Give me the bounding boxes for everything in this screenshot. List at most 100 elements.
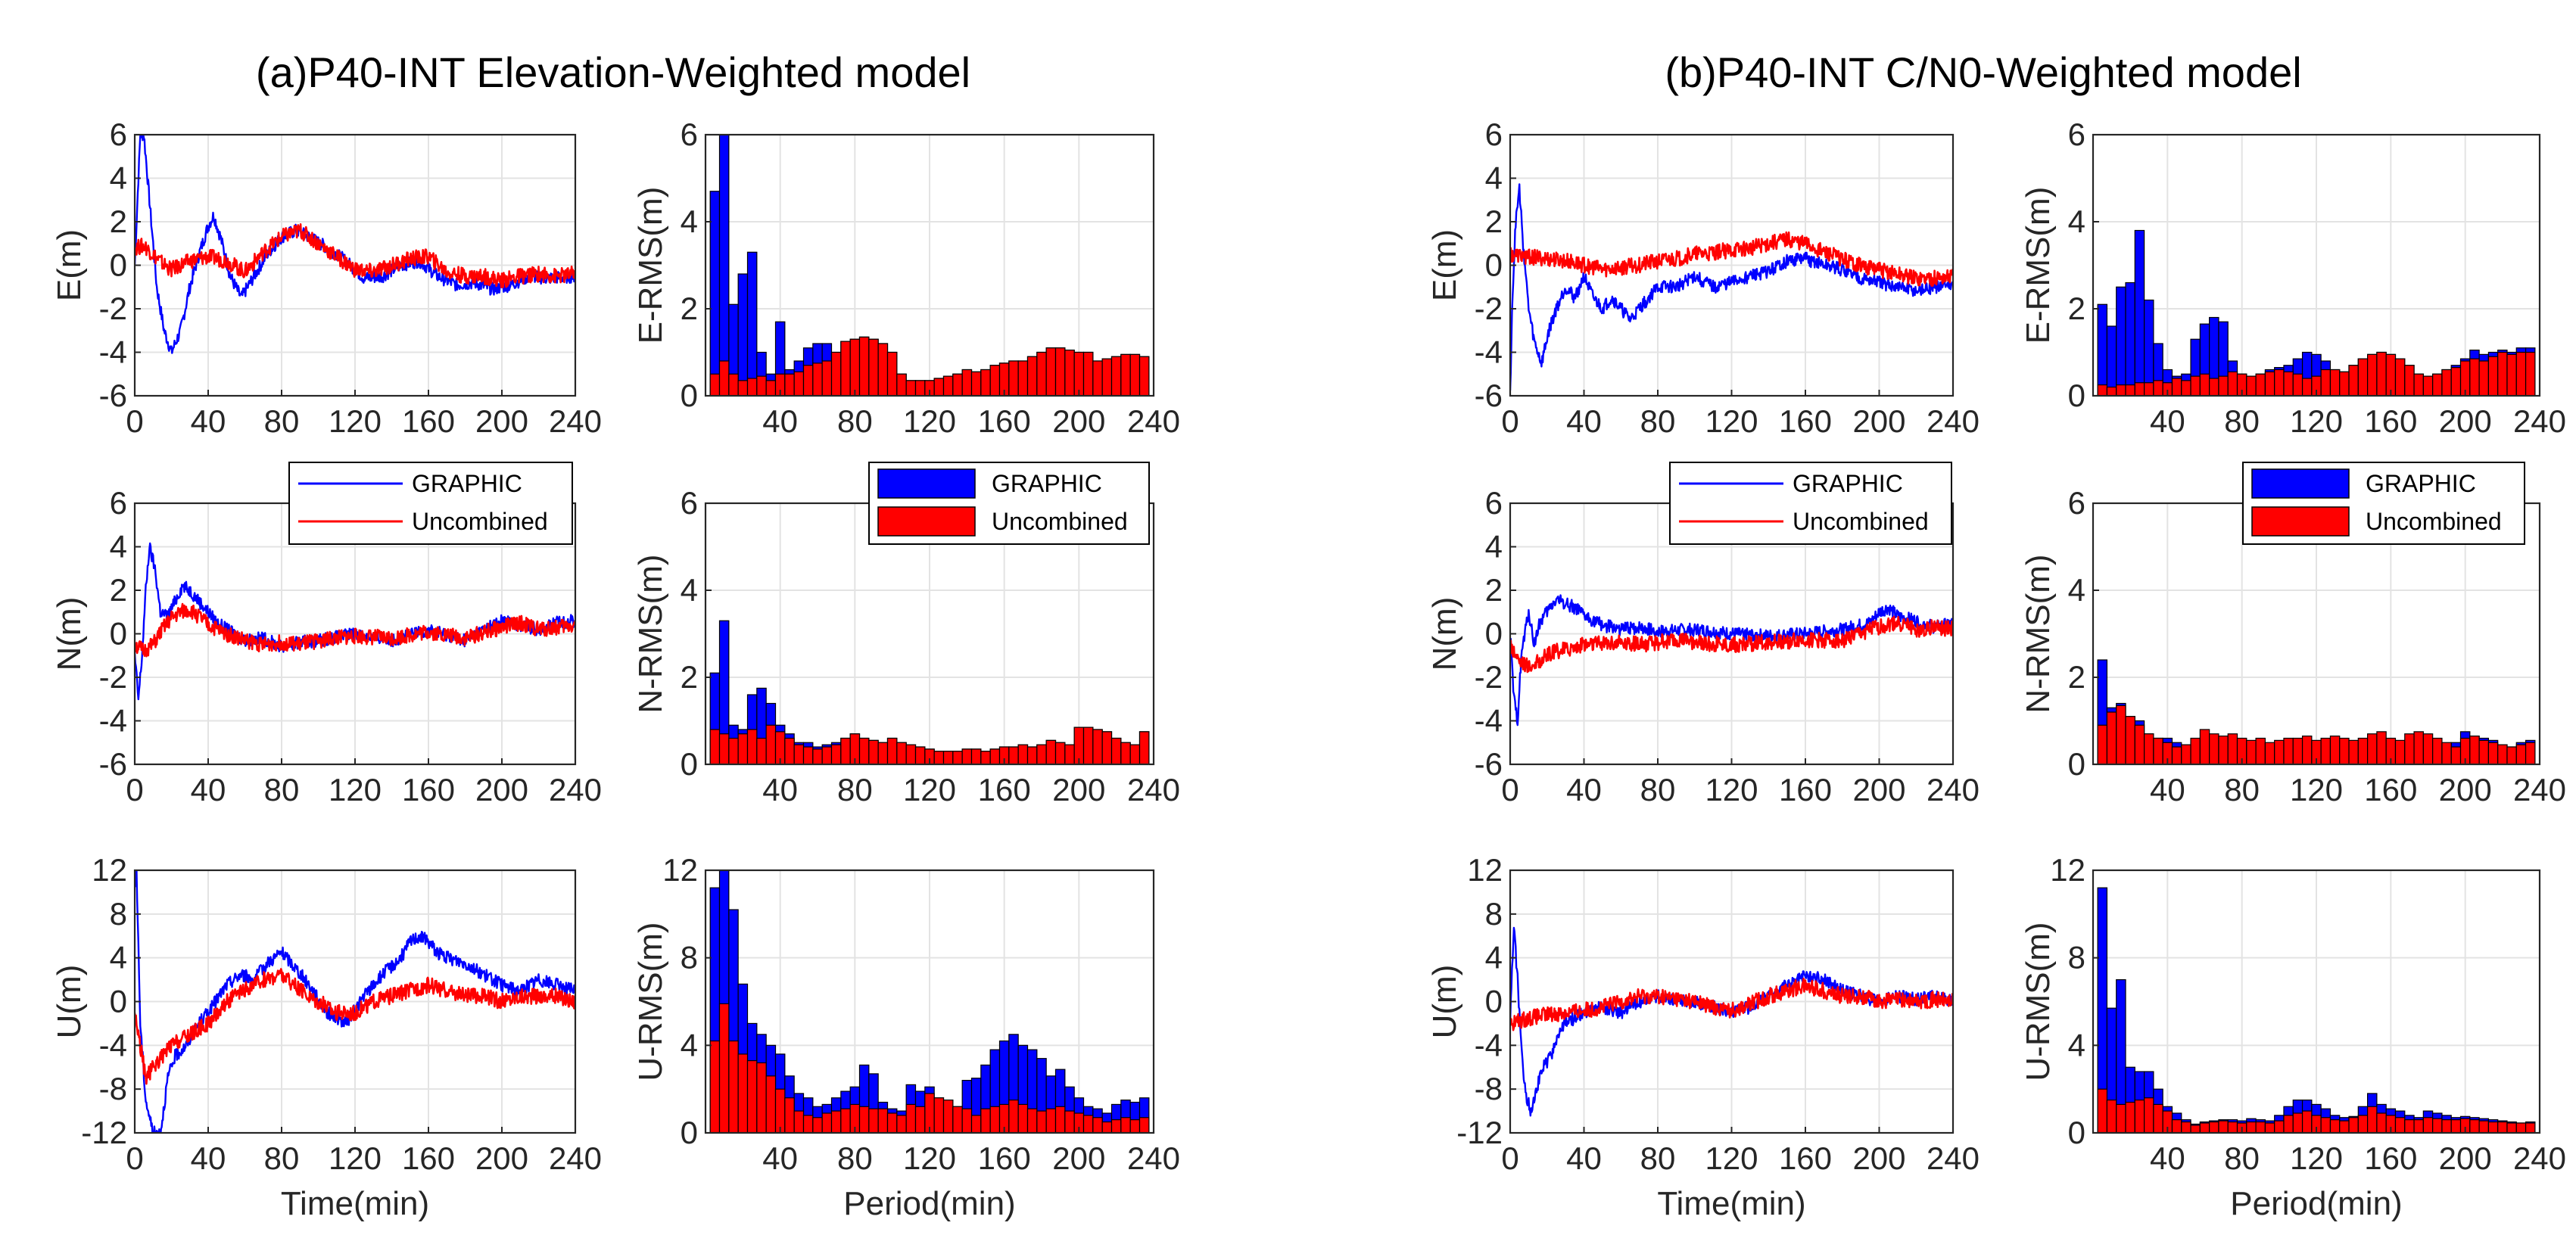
- x-tick-label: 0: [126, 403, 143, 439]
- legend-b-line: GRAPHIC Uncombined: [1669, 462, 1952, 545]
- bar-uncombined: [2404, 733, 2415, 764]
- chart-b-U: 0 40 80 120 160 200 24012840-4-8-12U(m)Time(mi…: [1426, 852, 1980, 1222]
- plot-area: [1510, 926, 1953, 1117]
- x-tick-label: 80: [1640, 1140, 1676, 1176]
- bar-uncombined: [2134, 382, 2145, 396]
- bar-uncombined: [774, 1088, 786, 1133]
- y-tick-label: 2: [681, 291, 698, 326]
- bar-graphic: [2097, 303, 2108, 396]
- bar-uncombined: [1008, 746, 1019, 764]
- bar-uncombined: [2301, 1110, 2313, 1133]
- x-tick-label: 200: [1852, 1140, 1905, 1176]
- bar-uncombined: [1008, 1100, 1019, 1133]
- y-tick-label: 6: [681, 117, 698, 152]
- y-tick-label: 2: [110, 572, 127, 608]
- bar-uncombined: [2264, 742, 2275, 764]
- x-tick-label: 240: [1127, 1140, 1180, 1176]
- x-tick-label: 200: [1052, 772, 1105, 807]
- y-tick-label: 0: [681, 378, 698, 413]
- bar-uncombined: [2255, 373, 2266, 396]
- chart-b-E: 0 40 80 120 160 200 240 6 4 2 0 -2 -4 -6 E(m): [1426, 117, 1980, 439]
- legend-label: Uncombined: [412, 508, 548, 535]
- bar-graphic: [2144, 299, 2154, 396]
- y-tick-label: 6: [2068, 485, 2085, 521]
- bar-uncombined: [2116, 384, 2126, 396]
- bar-uncombined: [2413, 1119, 2424, 1133]
- x-tick-label: 160: [978, 1140, 1031, 1176]
- bar-uncombined: [718, 360, 730, 396]
- y-tick-label: 2: [2068, 291, 2085, 326]
- bar-uncombined: [980, 369, 991, 396]
- bar-uncombined: [2422, 1117, 2434, 1133]
- x-tick-label: 200: [2439, 772, 2492, 807]
- bar-uncombined: [1101, 731, 1113, 764]
- bar-uncombined: [2218, 736, 2229, 764]
- x-tick-label: 160: [402, 403, 455, 439]
- bar-uncombined: [1120, 1117, 1131, 1133]
- bar-uncombined: [1054, 347, 1066, 396]
- x-tick-label: 80: [837, 1140, 873, 1176]
- x-tick-label: 120: [1705, 1140, 1758, 1176]
- x-tick-label: 240: [1927, 772, 1980, 807]
- bar-uncombined: [1064, 744, 1075, 764]
- bar-uncombined: [812, 748, 823, 764]
- legend-box: [1669, 462, 1952, 545]
- bar-uncombined: [2274, 369, 2285, 396]
- x-tick-label: 40: [762, 772, 798, 807]
- bar-uncombined: [728, 737, 739, 764]
- y-tick-label: -6: [99, 746, 127, 782]
- bar-uncombined: [2144, 382, 2154, 396]
- x-tick-label: 40: [191, 1140, 226, 1176]
- legend-a-line: GRAPHIC Uncombined: [288, 462, 573, 545]
- bar-uncombined: [765, 380, 777, 396]
- bar-uncombined: [970, 1115, 982, 1133]
- bar-uncombined: [765, 724, 777, 764]
- bar-uncombined: [812, 1117, 823, 1133]
- bar-uncombined: [2348, 1117, 2359, 1133]
- y-tick-label: 4: [1485, 529, 1503, 565]
- plot-area: [1510, 594, 1953, 726]
- x-tick-label: 80: [837, 403, 873, 439]
- y-tick-label: 0: [681, 1115, 698, 1150]
- plot-area: [135, 135, 575, 354]
- bar-uncombined: [2329, 1119, 2341, 1133]
- bar-uncombined: [2274, 739, 2285, 764]
- bar-uncombined: [737, 1053, 749, 1133]
- bar-uncombined: [2320, 737, 2331, 764]
- y-tick-label: 4: [2068, 1027, 2085, 1062]
- x-tick-label: 40: [1566, 403, 1602, 439]
- bar-uncombined: [886, 737, 898, 764]
- bar-uncombined: [2153, 1103, 2163, 1133]
- y-tick-label: -4: [99, 703, 127, 739]
- bar-uncombined: [2385, 353, 2397, 396]
- y-tick-label: 6: [1485, 485, 1503, 521]
- bar-uncombined: [2181, 744, 2191, 764]
- bar-uncombined: [2441, 742, 2452, 764]
- bar-uncombined: [2134, 724, 2145, 764]
- x-axis-label: Time(min): [1657, 1185, 1805, 1222]
- bar-uncombined: [1073, 351, 1085, 396]
- bar-uncombined: [2404, 365, 2415, 396]
- bar-uncombined: [2125, 384, 2135, 396]
- bar-uncombined: [2190, 1125, 2201, 1133]
- plot-area: [709, 135, 1150, 396]
- x-tick-label: 160: [402, 1140, 455, 1176]
- series-graphic-line: [1510, 183, 1953, 391]
- y-tick-label: 6: [110, 117, 127, 152]
- bar-uncombined: [2525, 351, 2536, 396]
- y-tick-label: 0: [2068, 746, 2085, 782]
- bar-uncombined: [2515, 1122, 2527, 1133]
- y-axis-label: E-RMS(m): [632, 187, 669, 344]
- bar-uncombined: [1129, 1119, 1141, 1133]
- bar-uncombined: [2283, 737, 2294, 764]
- bar-uncombined: [2209, 378, 2219, 396]
- bar-uncombined: [2329, 736, 2341, 764]
- bar-uncombined: [933, 751, 945, 764]
- y-tick-label: 12: [92, 852, 127, 888]
- bar-uncombined: [2515, 351, 2527, 396]
- bar-uncombined: [2478, 360, 2489, 396]
- bar-uncombined: [2097, 384, 2108, 396]
- bar-uncombined: [2264, 371, 2275, 396]
